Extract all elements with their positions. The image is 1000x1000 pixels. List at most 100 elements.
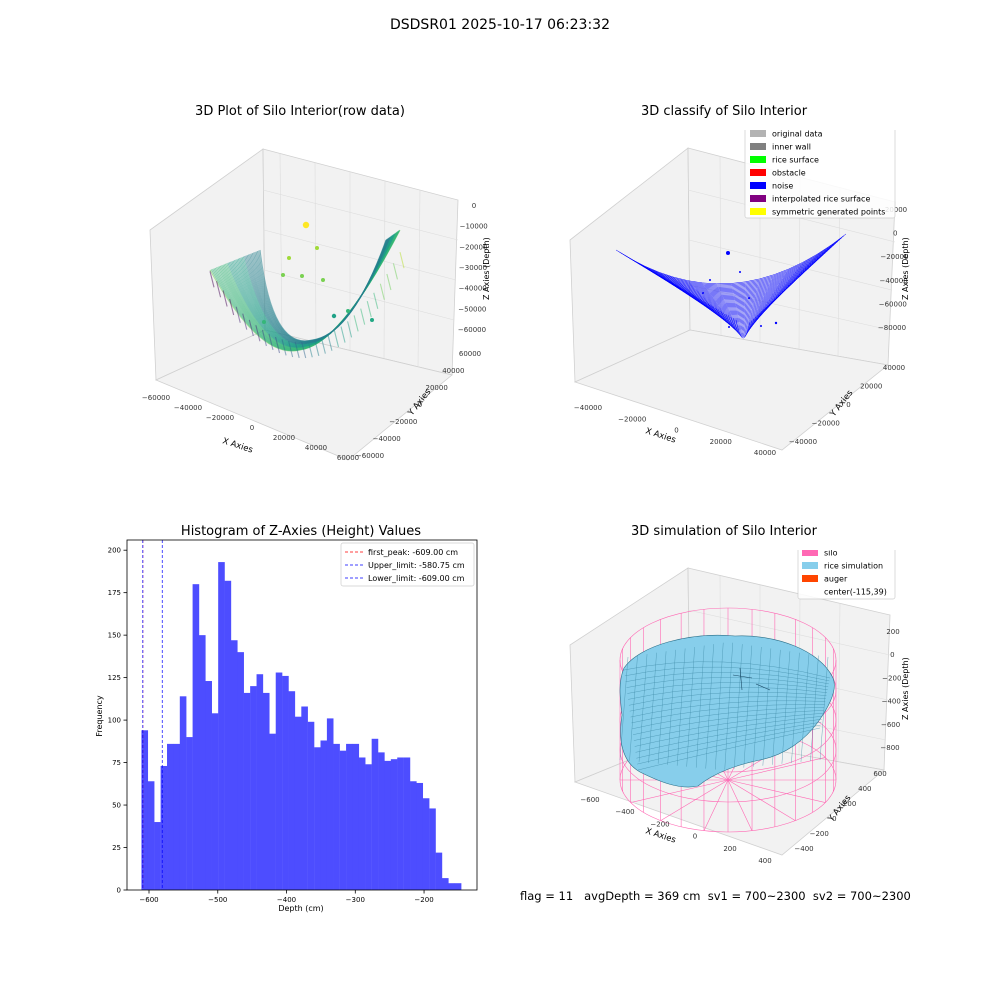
raw-point bbox=[331, 313, 337, 319]
legend-swatch bbox=[750, 143, 766, 150]
mesh-line bbox=[810, 655, 819, 761]
legend-label: Upper_limit: -580.75 cm bbox=[368, 561, 465, 570]
legend-frame bbox=[744, 130, 896, 219]
histogram-bar bbox=[320, 740, 328, 890]
classify-z-ticks: 20000 0 −20000 −40000 −60000 −80000 bbox=[878, 206, 909, 332]
noise-point bbox=[774, 321, 778, 325]
mesh-line bbox=[696, 645, 705, 768]
tick-label: 40000 bbox=[754, 449, 776, 457]
histogram-bar bbox=[269, 733, 276, 890]
histogram-bars bbox=[141, 562, 462, 890]
mesh-line bbox=[637, 724, 821, 765]
tick-label: 0 bbox=[893, 230, 897, 238]
legend-label: interpolated rice surface bbox=[772, 195, 870, 204]
histogram-bar bbox=[301, 706, 308, 890]
surface-line bbox=[615, 233, 847, 285]
classify-x-label: X Axies bbox=[644, 426, 677, 445]
histogram-reference-lines bbox=[142, 540, 163, 890]
classify-x-ticks: −40000 −20000 0 20000 40000 bbox=[574, 404, 776, 457]
surface-line bbox=[725, 313, 759, 334]
tick-label: 200 bbox=[886, 628, 899, 636]
mesh-line bbox=[624, 666, 830, 682]
tick-label: −60000 bbox=[142, 394, 170, 402]
surface-line bbox=[720, 310, 763, 332]
histogram-bar bbox=[294, 716, 302, 890]
tick-label: −30000 bbox=[459, 264, 487, 272]
surface-line bbox=[340, 326, 346, 343]
histogram-frame bbox=[126, 539, 478, 891]
surface-line bbox=[288, 340, 294, 358]
histogram-bar bbox=[224, 580, 232, 890]
histogram-bar bbox=[160, 765, 168, 890]
histogram-bar bbox=[198, 635, 206, 890]
y-tick-label: 125 bbox=[108, 674, 121, 682]
histogram-bar bbox=[454, 883, 462, 890]
surface-line bbox=[327, 334, 333, 351]
silo-spoke bbox=[727, 757, 826, 781]
histogram-bar bbox=[378, 752, 385, 890]
tick-label: −400 bbox=[882, 698, 901, 706]
surface-line bbox=[620, 237, 843, 287]
tick-label: −80000 bbox=[878, 324, 906, 332]
y-tick-label: 50 bbox=[112, 802, 121, 810]
histogram-bar bbox=[250, 686, 257, 890]
surface-line bbox=[730, 316, 755, 336]
silo-spoke bbox=[630, 779, 729, 803]
histogram-bar bbox=[326, 718, 334, 890]
mesh-line bbox=[634, 716, 823, 747]
y-tick-label: 175 bbox=[108, 589, 121, 597]
legend-frame bbox=[797, 550, 896, 600]
tick-label: −20000 bbox=[389, 418, 417, 426]
legend-label: silo bbox=[824, 550, 838, 558]
raw-x-ticks: −60000 −40000 −20000 0 20000 40000 60000 bbox=[142, 394, 359, 462]
tick-label: −40000 bbox=[459, 285, 487, 293]
raw-point bbox=[346, 309, 350, 313]
y-tick-label: 100 bbox=[108, 717, 121, 725]
surface-line bbox=[255, 325, 261, 342]
raw-y-ticks: −60000 −40000 −20000 0 20000 40000 60000 bbox=[356, 350, 481, 460]
classify-y-ticks: −40000 −20000 0 20000 40000 bbox=[789, 364, 905, 446]
tick-label: −40000 bbox=[789, 438, 817, 446]
tick-label: −40000 bbox=[174, 404, 202, 412]
surface-line bbox=[209, 271, 215, 288]
noise-point bbox=[739, 271, 741, 273]
status-line: flag = 11 avgDepth = 369 cm sv1 = 700~23… bbox=[520, 889, 911, 903]
histogram-bar bbox=[262, 692, 270, 890]
mesh-line bbox=[630, 700, 826, 718]
surface-line bbox=[333, 330, 340, 348]
mesh-line bbox=[627, 682, 828, 694]
histogram-title: Histogram of Z-Axies (Height) Values bbox=[180, 524, 422, 539]
histogram-y-ticks: 0 25 50 75 100 125 150 175 200 bbox=[108, 547, 127, 895]
histogram-bar bbox=[333, 743, 340, 890]
histogram-bar bbox=[448, 883, 455, 890]
raw-point bbox=[262, 320, 266, 324]
surface-line bbox=[366, 300, 372, 318]
tick-label: 20000 bbox=[860, 383, 882, 391]
histogram-bar bbox=[147, 781, 155, 890]
mesh-line bbox=[715, 642, 724, 770]
silo-spoke bbox=[727, 779, 753, 831]
mesh-line bbox=[657, 651, 667, 764]
surface-line bbox=[281, 339, 287, 356]
surface-line bbox=[623, 239, 841, 288]
histogram-plot: −600 −500 −400 −300 −200 0 25 50 75 100 125 150 175… bbox=[95, 539, 478, 913]
mesh-line bbox=[625, 672, 829, 685]
tick-label: −10000 bbox=[460, 223, 488, 231]
tick-label: 400 bbox=[858, 785, 871, 793]
histogram-bar bbox=[371, 738, 379, 890]
mesh-line bbox=[791, 652, 800, 763]
histogram-bar bbox=[435, 852, 443, 890]
surface-line bbox=[268, 333, 274, 350]
y-tick-label: 25 bbox=[112, 844, 121, 852]
histogram-bar bbox=[397, 757, 404, 890]
mesh-line bbox=[633, 710, 824, 735]
raw-point bbox=[287, 256, 291, 260]
classify-legend: original data inner wall rice surface obsta… bbox=[744, 130, 896, 219]
raw-point bbox=[321, 278, 325, 282]
histogram-bar bbox=[403, 757, 411, 890]
x-tick-label: −500 bbox=[208, 896, 227, 904]
surface-line bbox=[618, 235, 845, 286]
raw-point bbox=[281, 273, 285, 277]
tick-label: 60000 bbox=[337, 454, 359, 462]
